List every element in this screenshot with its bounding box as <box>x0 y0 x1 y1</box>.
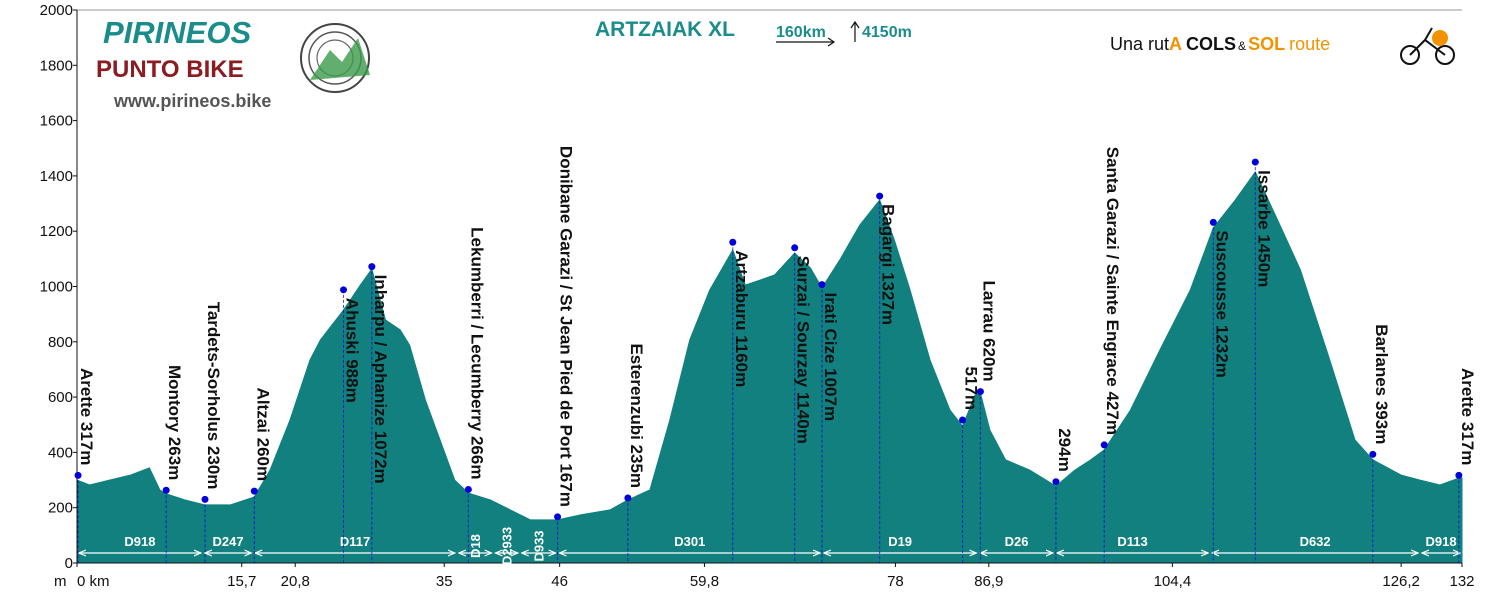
waypoint-label: Surzai / Sourzay 1140m <box>794 256 813 444</box>
waypoint-label: Santa Garazi / Sainte Engrace 427m <box>1103 147 1122 435</box>
brand-url: www.pirineos.bike <box>113 91 271 111</box>
waypoint-label: Bagargi 1327m <box>879 204 898 325</box>
y-tick-label: 1400 <box>40 168 73 185</box>
waypoint-label: Ahuski 988m <box>343 298 362 403</box>
road-label: D301 <box>674 534 705 549</box>
waypoint-dot <box>162 486 170 494</box>
waypoint-dot <box>876 192 884 200</box>
brand-logo <box>300 23 370 93</box>
waypoint-dot <box>1209 218 1217 226</box>
climb-arrowhead <box>850 20 860 29</box>
waypoint-dot <box>464 485 472 493</box>
x-tick-label: 15,7 <box>227 573 256 590</box>
y-tick-label: 1600 <box>40 113 73 130</box>
road-label: D117 <box>340 534 370 549</box>
y-tick-label: 200 <box>48 500 73 517</box>
waypoint-label: Lekumberri / Lecumberry 266m <box>467 227 486 479</box>
road-label: D933 <box>532 530 547 561</box>
waypoint-dot <box>554 513 562 521</box>
waypoint-dot <box>791 244 799 252</box>
y-tick-label: 400 <box>48 444 73 461</box>
route-tag-part: route <box>1289 34 1330 54</box>
road-label: D918 <box>124 534 155 549</box>
chart-title: ARTZAIAK XL <box>595 18 735 41</box>
route-tag-part: Una rut <box>1110 34 1169 54</box>
waypoint-dot <box>976 388 984 396</box>
waypoint-dot <box>1455 471 1463 479</box>
route-tag-part: & <box>1238 39 1246 53</box>
brand-sub: PUNTO BIKE <box>96 56 244 83</box>
waypoint-label: Altzai 260m <box>253 388 272 482</box>
x-tick-label: 86,9 <box>974 573 1003 590</box>
route-tag-part: SOL <box>1248 34 1285 54</box>
climb: 4150m <box>862 24 912 41</box>
y-tick-label: 0 <box>65 555 73 572</box>
y-tick-label: 1200 <box>40 223 73 240</box>
waypoint-label: Issarbe 1450m <box>1254 170 1273 287</box>
waypoint-dot <box>340 286 348 294</box>
waypoint-dot <box>1100 441 1108 449</box>
elevation-area <box>76 171 1463 564</box>
waypoint-dot <box>818 281 826 289</box>
waypoint-dot <box>624 494 632 502</box>
x-tick-label: 46 <box>551 573 568 590</box>
waypoint-dot <box>729 238 737 246</box>
waypoint-dot <box>74 471 82 479</box>
x-tick-label: 104,4 <box>1154 573 1192 590</box>
waypoint-label: Tardets-Sorholus 230m <box>204 302 223 490</box>
route-tag: Una rutA COLS & SOL route <box>1110 34 1330 54</box>
x-tick-label: 126,2 <box>1382 573 1420 590</box>
waypoint-label: Barlanes 393m <box>1372 324 1391 444</box>
road-label: D26 <box>1005 534 1029 549</box>
waypoint-dot <box>959 416 967 424</box>
y-tick-label: 800 <box>48 334 73 351</box>
distance-arrowhead <box>827 37 836 47</box>
distance: 160km <box>776 24 826 41</box>
waypoint-label: Irati Cize 1007m <box>821 293 840 422</box>
waypoint-label: Esterenzubi 235m <box>627 343 646 488</box>
cyclist-icon <box>1400 27 1455 65</box>
waypoint-dot <box>1251 158 1259 166</box>
waypoint-dot <box>1369 450 1377 458</box>
y-tick-label: 1800 <box>40 57 73 74</box>
road-label: D918 <box>1425 534 1456 549</box>
road-label: D632 <box>1300 534 1331 549</box>
x-tick-label: 35 <box>436 573 453 590</box>
brand: PIRINEOS <box>103 15 251 50</box>
x-tick-label: 0 km <box>77 573 110 590</box>
road-label: D2933 <box>500 527 515 565</box>
waypoint-label: Larrau 620m <box>979 280 998 381</box>
y-unit: m <box>54 573 67 590</box>
y-tick-label: 600 <box>48 389 73 406</box>
waypoint-label: Inharpu / Aphanize 1072m <box>371 275 390 484</box>
waypoint-label: Artzaburu 1160m <box>732 250 751 387</box>
road-label: D19 <box>888 534 912 549</box>
waypoint-label: Montory 263m <box>165 365 184 480</box>
waypoint-label: 517m <box>962 367 981 410</box>
waypoint-dot <box>1052 478 1060 486</box>
road-label: D113 <box>1117 534 1147 549</box>
route-tag-part: A <box>1169 34 1182 54</box>
waypoint-dot <box>201 495 209 503</box>
waypoint-label: Arette 317m <box>77 368 96 465</box>
waypoint-label: Donibane Garazi / St Jean Pied de Port 1… <box>557 146 576 507</box>
waypoint-label: Arette 317m <box>1458 368 1477 465</box>
waypoint-dot <box>250 487 258 495</box>
y-tick-label: 2000 <box>40 2 73 19</box>
waypoint-dot <box>368 263 376 271</box>
x-tick-label: 132 <box>1449 573 1474 590</box>
x-tick-label: 78 <box>887 573 904 590</box>
waypoint-label: Suscousse 1232m <box>1212 230 1231 377</box>
waypoint-label: 294m <box>1055 428 1074 471</box>
plot: 0 200 400 600 800 1000 1200 1400 1600 1800 2000 m 0 … <box>40 2 1477 590</box>
road-label: D18 <box>468 534 483 558</box>
route-tag-part: COLS <box>1186 34 1236 54</box>
y-tick-label: 1000 <box>40 279 73 296</box>
x-tick-label: 20,8 <box>281 573 310 590</box>
road-label: D247 <box>213 534 244 549</box>
x-tick-label: 59,8 <box>690 573 719 590</box>
